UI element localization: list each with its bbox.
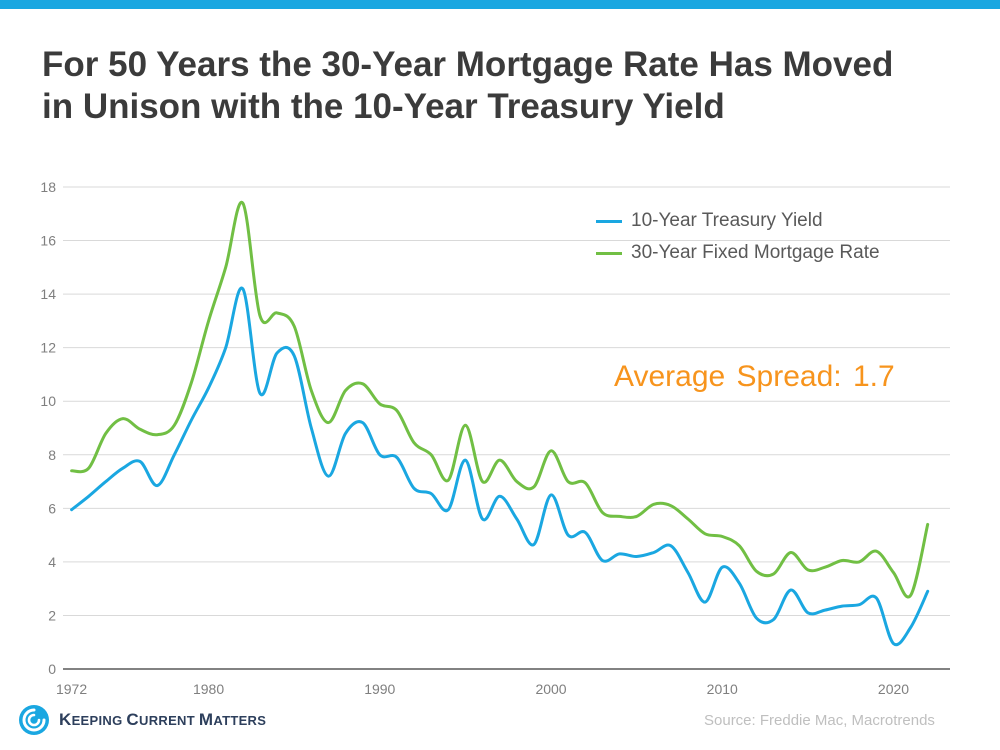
legend-item-mortgage: 30-Year Fixed Mortgage Rate — [596, 237, 880, 269]
y-tick-label: 0 — [48, 661, 56, 677]
y-tick-label: 8 — [48, 447, 56, 463]
spiral-logo-icon — [19, 705, 49, 735]
x-tick-label: 1980 — [193, 681, 224, 697]
legend-item-treasury: 10-Year Treasury Yield — [596, 205, 880, 237]
top-accent-bar — [0, 0, 1000, 9]
y-tick-label: 10 — [40, 393, 56, 409]
chart-title-line-1: For 50 Years the 30-Year Mortgage Rate H… — [42, 45, 894, 84]
series-line-mortgage — [70, 200, 930, 599]
legend-label-treasury: 10-Year Treasury Yield — [631, 210, 823, 231]
x-tick-label: 1972 — [56, 681, 87, 697]
x-tick-label: 1990 — [364, 681, 395, 697]
x-tick-label: 2000 — [535, 681, 566, 697]
legend-swatch-mortgage — [596, 251, 622, 255]
logo-text: KEEPING CURRENT MATTERS — [59, 710, 267, 729]
y-tick-label: 6 — [48, 500, 56, 516]
y-tick-label: 16 — [40, 233, 56, 249]
source-note: Source: Freddie Mac, Macrotrends — [704, 712, 935, 729]
y-tick-label: 2 — [48, 607, 56, 623]
chart-legend: 10-Year Treasury Yield 30-Year Fixed Mor… — [596, 205, 880, 269]
y-tick-label: 12 — [40, 340, 56, 356]
y-tick-label: 18 — [40, 179, 56, 195]
series-line-treasury — [70, 286, 930, 647]
legend-label-mortgage: 30-Year Fixed Mortgage Rate — [631, 242, 880, 263]
chart-title: For 50 Years the 30-Year Mortgage Rate H… — [42, 44, 962, 128]
y-tick-label: 14 — [40, 286, 56, 302]
x-tick-label: 2010 — [707, 681, 738, 697]
chart-title-line-2: in Unison with the 10-Year Treasury Yiel… — [42, 87, 725, 126]
average-spread-annotation: Average Spread: 1.7 — [614, 360, 895, 393]
x-tick-label: 2020 — [878, 681, 909, 697]
y-tick-label: 4 — [48, 554, 56, 570]
legend-swatch-treasury — [596, 219, 622, 223]
brand-logo: KEEPING CURRENT MATTERS — [18, 703, 266, 737]
